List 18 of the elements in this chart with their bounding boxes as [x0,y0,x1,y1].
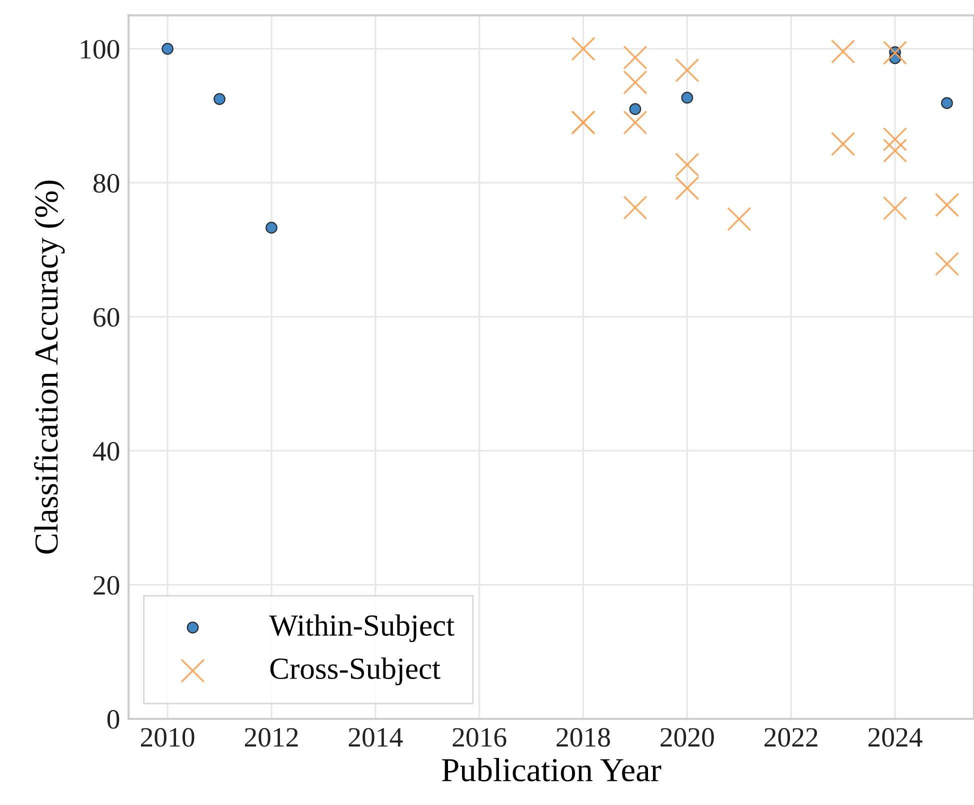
legend-label: Cross-Subject [270,658,440,686]
y-axis-title: Classification Accuracy (%) [34,180,65,554]
y-tick-label: 0 [107,710,120,729]
x-tick-label: 2016 [452,728,506,747]
x-axis-title: Publication Year [442,758,662,782]
x-tick-label: 2014 [348,728,403,747]
y-tick-label: 100 [81,40,120,59]
x-tick-label: 2012 [244,728,298,747]
x-tick-label: 2024 [868,728,922,747]
legend-label: Within-Subject [269,614,454,642]
x-tick-label: 2010 [140,728,194,747]
y-tick-label: 40 [93,442,120,461]
x-tick-label: 2020 [660,728,714,747]
y-tick-label: 80 [94,174,120,193]
y-tick-label: 60 [94,308,120,327]
x-tick-label: 2018 [556,728,610,747]
x-tick-label: 2022 [764,728,818,747]
y-tick-label: 20 [94,576,120,595]
